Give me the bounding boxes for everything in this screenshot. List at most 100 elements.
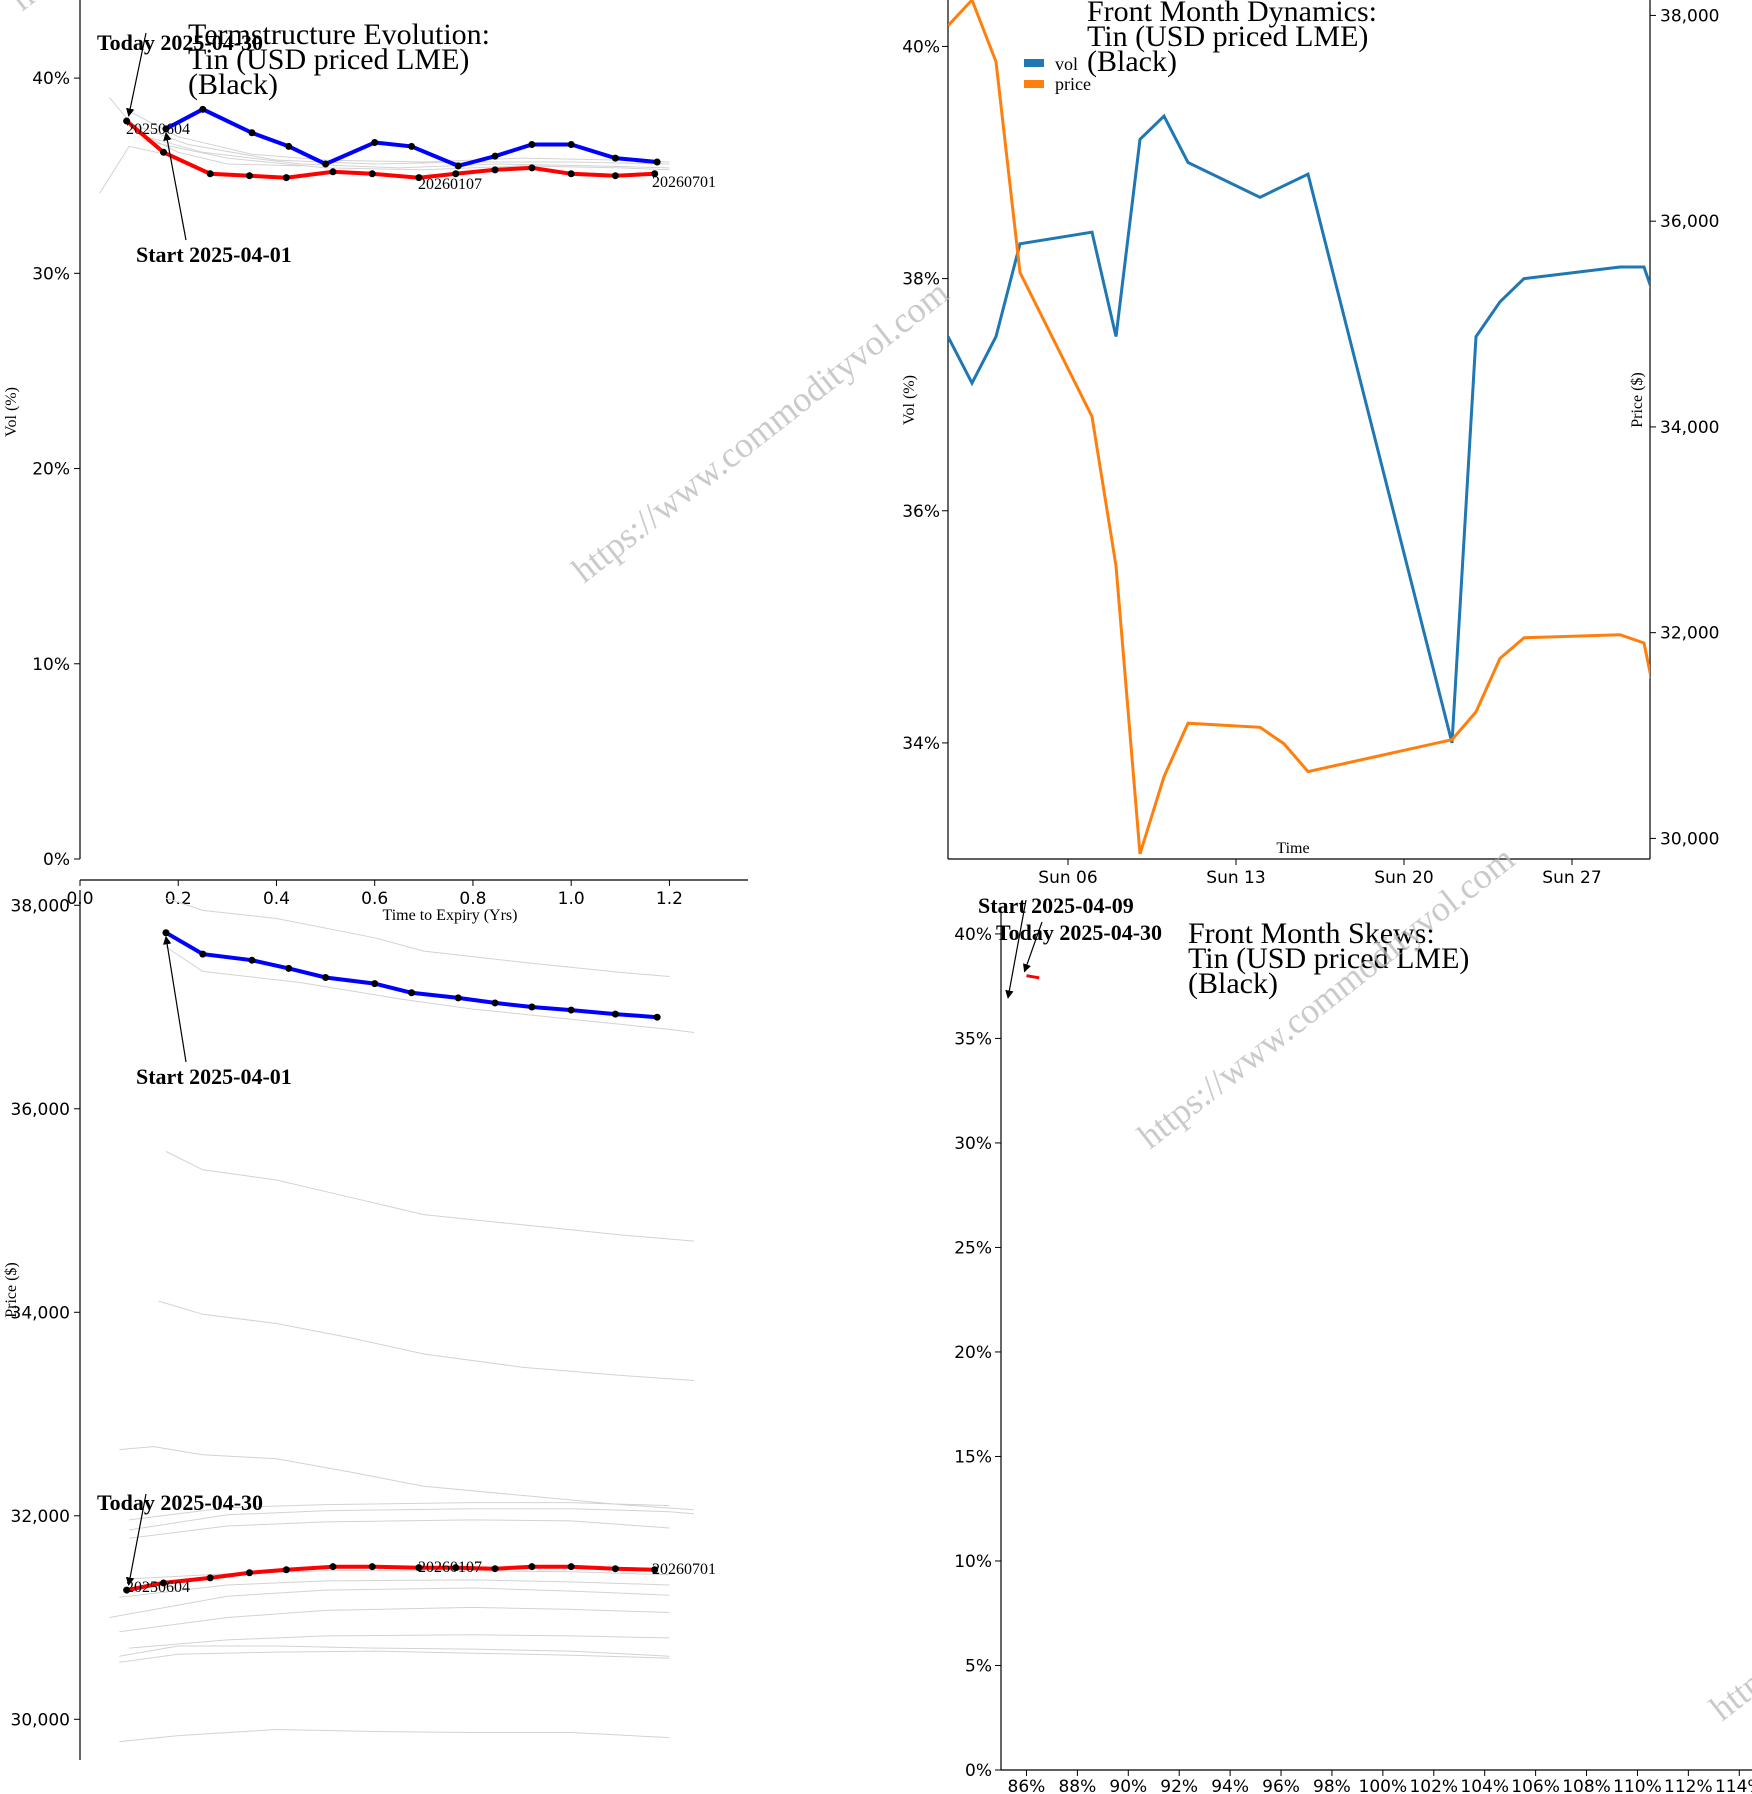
history-curve: [129, 1634, 670, 1649]
today-point: [123, 1586, 131, 1594]
today-point: [206, 170, 214, 178]
y2-tick-label: 34,000: [1660, 418, 1719, 438]
x-tick-label: Sun 20: [1374, 868, 1433, 888]
history-curve: [119, 1650, 670, 1663]
today-point: [452, 1564, 460, 1572]
y-tick-label: 5%: [965, 1656, 992, 1676]
y-tick-label: 38%: [902, 270, 940, 290]
start-point: [567, 140, 575, 148]
chart-title: (Black): [1087, 45, 1177, 78]
y-tick-label: 10%: [32, 655, 70, 675]
start-annotation: Start 2025-04-09: [978, 893, 1134, 918]
today-arrow: [125, 1493, 147, 1586]
today-point: [491, 1565, 499, 1573]
today-point: [611, 1565, 619, 1573]
x-tick-label: 0.8: [459, 889, 486, 909]
vol-line: [948, 113, 1650, 744]
front-dynamics-chart: 34% 36% 38% 40% 30,000 32,000 34,000 36,000 38,0…: [901, 0, 1719, 888]
history-curve: [119, 1579, 670, 1598]
x-tick-label: 112%: [1664, 1777, 1713, 1794]
x-tick-label: 96%: [1262, 1777, 1300, 1794]
y-tick-label: 25%: [954, 1238, 992, 1258]
price-line: [948, 0, 1650, 855]
start-arrow: [163, 132, 187, 241]
history-curve: [128, 110, 670, 163]
today-point: [245, 172, 253, 180]
y-tick-label: 34,000: [11, 1303, 70, 1323]
term-vol-chart: 0%10%20%30%40%0.0 0.2 0.4 0.6 0.8 1.0 1.2Time …: [3, 0, 748, 924]
history-curve: [119, 1446, 695, 1511]
today-point: [491, 166, 499, 174]
history-curve: [119, 1728, 670, 1743]
start-point: [322, 160, 330, 168]
start-point: [408, 989, 416, 997]
x-tick-label: 104%: [1460, 1777, 1509, 1794]
y2-tick-label: 36,000: [1660, 212, 1719, 232]
contract-label: 20260107: [418, 176, 482, 193]
legend-label-vol: vol: [1055, 54, 1078, 74]
start-curve: [164, 930, 658, 1020]
start-point: [653, 1013, 661, 1021]
start-point: [285, 142, 293, 150]
start-point: [199, 105, 207, 113]
start-annotation: Start 2025-04-01: [136, 242, 292, 267]
today-point: [567, 1563, 575, 1571]
history-curve: [119, 1645, 670, 1657]
history-curve: [129, 1519, 670, 1539]
x-tick-label: 110%: [1613, 1777, 1662, 1794]
x-tick-label: Sun 06: [1038, 868, 1097, 888]
start-point: [491, 152, 499, 160]
x-tick-label: 106%: [1511, 1777, 1560, 1794]
today-point: [329, 1563, 337, 1571]
x-axis-label: Time to Expiry (Yrs): [383, 907, 518, 924]
today-annotation: Today 2025-04-30: [97, 1490, 263, 1515]
front-skews-chart: 0% 5% 10% 15% 20% 25% 30% 35% 40% 86% 88% 90% 92% 94%…: [954, 893, 1752, 1794]
start-point: [528, 1003, 536, 1011]
today-curve: [125, 119, 655, 180]
term-price-chart: 30,000 32,000 34,000 36,000 38,000 Price ($) S…: [3, 890, 716, 1760]
start-curve: [165, 107, 658, 169]
y-axis-label: Vol (%): [3, 387, 20, 437]
today-point: [245, 1569, 253, 1577]
legend-label-price: price: [1055, 74, 1091, 94]
chart-title: Termstructure Evolution:: [188, 18, 490, 51]
today-point: [329, 168, 337, 176]
chart-title: (Black): [188, 68, 278, 101]
chart-title: (Black): [1188, 967, 1278, 1000]
history-curve: [129, 1508, 695, 1531]
y-tick-label: 30,000: [11, 1710, 70, 1730]
today-point: [528, 1563, 536, 1571]
x-tick-label: 88%: [1058, 1777, 1096, 1794]
history-curve: [143, 140, 670, 171]
y-tick-label: 35%: [954, 1029, 992, 1049]
y-tick-label: 10%: [954, 1552, 992, 1572]
x-tick-label: 0.6: [361, 889, 388, 909]
history-curve: [129, 1502, 670, 1521]
today-point: [611, 172, 619, 180]
y-tick-label: 36,000: [11, 1100, 70, 1120]
x-tick-label: 102%: [1409, 1777, 1458, 1794]
start-point: [528, 140, 536, 148]
today-arrow: [126, 32, 147, 117]
today-point: [282, 1566, 290, 1574]
y-axis-label: Vol (%): [901, 375, 918, 425]
chart-title: Tin (USD priced LME): [1087, 20, 1368, 53]
contract-label: 20260107: [418, 1559, 482, 1576]
legend-swatch-vol: [1024, 59, 1044, 67]
watermark-text: https://www.commodityvol.com: [564, 272, 956, 590]
contract-label: 20250604: [126, 121, 190, 138]
start-point: [454, 994, 462, 1002]
start-point: [454, 162, 462, 170]
history-curve: [119, 1606, 670, 1633]
history-curve: [165, 946, 695, 1033]
x-tick-label: 98%: [1313, 1777, 1351, 1794]
x-tick-label: 100%: [1359, 1777, 1408, 1794]
x-tick-label: 108%: [1562, 1777, 1611, 1794]
start-point: [611, 154, 619, 162]
start-point: [653, 158, 661, 166]
y-tick-label: 0%: [43, 850, 70, 870]
chart-title: Front Month Dynamics:: [1087, 0, 1377, 28]
start-point: [322, 974, 330, 982]
x-tick-label: 90%: [1109, 1777, 1147, 1794]
